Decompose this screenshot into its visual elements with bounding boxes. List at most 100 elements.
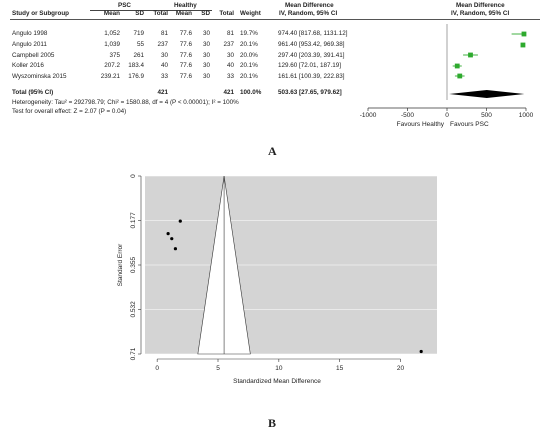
funnel-y-tick-label: 0.355: [130, 256, 137, 273]
col-study-header: Study or Subgroup: [12, 10, 70, 17]
total-ci: 503.63 [27.65, 979.62]: [278, 89, 342, 96]
healthy-total: 81: [226, 30, 234, 37]
total-n1: 421: [157, 89, 168, 96]
psc-total: 30: [160, 52, 168, 59]
col-mean2-header: Mean: [175, 10, 192, 17]
funnel-x-tick-label: 5: [216, 365, 220, 372]
col-weight-header: Weight: [240, 10, 261, 17]
healthy-total: 33: [226, 73, 234, 80]
study-weight: 20.0%: [240, 52, 258, 59]
study-ci: 961.40 [953.42, 969.38]: [278, 41, 345, 48]
funnel-plot: 0 0.177 0.355 0.532 0.71 Standard Error 0 5 10 15…: [117, 174, 437, 385]
healthy-total: 40: [226, 62, 234, 69]
funnel-x-tick-label: 15: [336, 365, 344, 372]
study-point: [170, 237, 174, 241]
psc-sd: 261: [133, 52, 144, 59]
study-weight: 20.1%: [240, 62, 258, 69]
funnel-y-tick-label: 0.177: [130, 212, 137, 229]
study-point: [178, 219, 182, 223]
study-effect-marker: [457, 73, 463, 79]
healthy-group-header: Healthy: [174, 2, 197, 9]
study-effect-marker: [520, 42, 526, 48]
study-name: Koller 2016: [12, 62, 44, 69]
heterogeneity-text: Heterogeneity: Tau² = 292798.79; Chi² = …: [12, 99, 239, 106]
funnel-x-tick-label: 10: [275, 365, 283, 372]
healthy-sd: 30: [202, 30, 210, 37]
healthy-header-rule: [150, 10, 212, 11]
study-weight: 20.1%: [240, 73, 258, 80]
plot-header-title: Mean Difference: [456, 2, 505, 9]
study-weight: 20.1%: [240, 41, 258, 48]
forest-x-tick-label: -500: [401, 112, 414, 119]
healthy-mean: 77.6: [179, 41, 192, 48]
healthy-mean: 77.6: [179, 30, 192, 37]
healthy-sd: 30: [202, 41, 210, 48]
md-header-title: Mean Difference: [285, 2, 334, 9]
funnel-x-tick-label: 0: [155, 365, 159, 372]
plot-header-sub: IV, Random, 95% CI: [451, 10, 510, 17]
psc-mean: 207.2: [104, 62, 120, 69]
healthy-sd: 30: [202, 52, 210, 59]
study-effect-marker: [521, 31, 527, 37]
panel-b-label: B: [268, 416, 277, 430]
psc-header-rule: [90, 10, 152, 11]
favours-left-label: Favours Healthy: [397, 121, 445, 128]
healthy-sd: 30: [202, 62, 210, 69]
col-total2-header: Total: [219, 10, 234, 17]
study-name: Angulo 1998: [12, 30, 48, 37]
study-ci: 129.60 [72.01, 187.19]: [278, 62, 342, 69]
total-weight: 100.0%: [240, 89, 262, 96]
healthy-total: 237: [223, 41, 234, 48]
study-effect-marker: [468, 52, 473, 58]
psc-total: 40: [160, 62, 168, 69]
healthy-mean: 77.6: [179, 62, 192, 69]
panel-a-label: A: [268, 144, 277, 158]
study-name: Campbell 2005: [12, 52, 55, 59]
study-name: Angulo 2011: [12, 41, 47, 48]
md-header-sub: IV, Random, 95% CI: [279, 10, 338, 17]
study-point: [419, 349, 423, 354]
study-weight: 19.7%: [240, 30, 258, 37]
psc-sd: 55: [136, 41, 144, 48]
forest-x-tick-label: -1000: [360, 112, 377, 119]
study-point: [166, 232, 170, 236]
study-ci: 974.40 [817.68, 1131.12]: [278, 30, 348, 37]
study-ci: 297.40 [203.39, 391.41]: [278, 52, 345, 59]
psc-mean: 1,039: [104, 41, 120, 48]
psc-group-header: PSC: [118, 2, 131, 9]
funnel-y-tick-label: 0: [130, 174, 137, 178]
healthy-total: 30: [226, 52, 234, 59]
study-effect-marker: [454, 63, 460, 69]
psc-sd: 176.9: [128, 73, 144, 80]
favours-right-label: Favours PSC: [450, 121, 489, 128]
total-n2: 421: [223, 89, 234, 96]
psc-mean: 239.21: [100, 73, 120, 80]
forest-x-tick-label: 500: [481, 112, 492, 119]
overall-effect-text: Test for overall effect: Z = 2.07 (P = 0…: [12, 108, 127, 115]
psc-mean: 1,052: [104, 30, 120, 37]
funnel-y-tick-label: 0.532: [130, 301, 137, 318]
psc-total: 237: [157, 41, 168, 48]
col-mean1-header: Mean: [103, 10, 120, 17]
funnel-y-axis-label: Standard Error: [117, 243, 124, 286]
funnel-y-tick-label: 0.71: [130, 347, 137, 360]
psc-total: 81: [160, 30, 168, 37]
col-total1-header: Total: [153, 10, 168, 17]
forest-plot-graphic: -1000 -500 0 500 1000 Favours Healthy Favours …: [360, 24, 534, 128]
header-rule: [10, 19, 540, 20]
psc-sd: 183.4: [128, 62, 144, 69]
col-sd2-header: SD: [201, 10, 210, 17]
psc-sd: 719: [133, 30, 144, 37]
study-point: [173, 247, 178, 251]
healthy-mean: 77.6: [179, 73, 192, 80]
psc-mean: 375: [109, 52, 120, 59]
pooled-effect-diamond: [449, 90, 525, 98]
study-name: Wyszominska 2015: [12, 73, 67, 80]
forest-x-tick-label: 1000: [519, 112, 534, 119]
healthy-mean: 77.6: [179, 52, 192, 59]
forest-x-tick-label: 0: [445, 112, 449, 119]
funnel-x-tick-label: 20: [397, 365, 405, 372]
total-label: Total (95% CI): [12, 89, 54, 96]
study-ci: 161.61 [100.39, 222.83]: [278, 73, 345, 80]
col-sd1-header: SD: [135, 10, 144, 17]
